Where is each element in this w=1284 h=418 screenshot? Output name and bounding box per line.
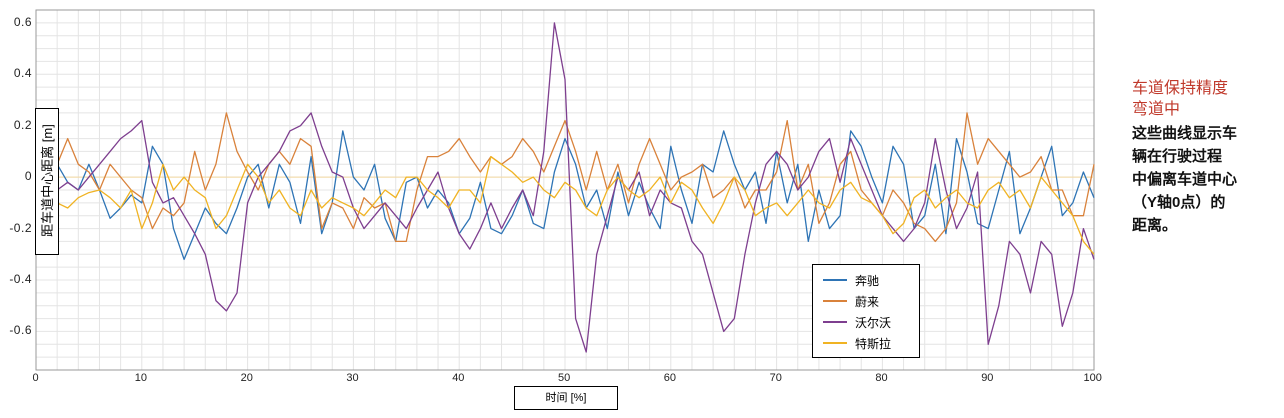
description-line: （Y轴0点）的 bbox=[1132, 194, 1226, 211]
y-tick-label: 0.4 bbox=[13, 66, 32, 81]
y-tick-label: -0.6 bbox=[9, 323, 32, 338]
x-tick-label: 60 bbox=[663, 372, 677, 384]
description-line: 辆在行驶过程 bbox=[1132, 148, 1223, 165]
x-tick-label: 100 bbox=[1083, 372, 1102, 384]
x-tick-label: 90 bbox=[981, 372, 994, 384]
legend: 奔驰 蔚来 沃尔沃 特斯拉 bbox=[812, 264, 920, 358]
series-line bbox=[35, 155, 1095, 255]
x-tick-label: 80 bbox=[875, 372, 888, 384]
legend-label: 蔚来 bbox=[855, 294, 880, 309]
series-line bbox=[35, 22, 1095, 353]
description-line: 这些曲线显示车 bbox=[1132, 125, 1238, 142]
legend-item-nio: 蔚来 bbox=[823, 294, 880, 309]
legend-item-tesla: 特斯拉 bbox=[823, 336, 892, 351]
x-tick-label: 70 bbox=[769, 372, 782, 384]
legend-item-volvo: 沃尔沃 bbox=[823, 315, 892, 330]
legend-swatch bbox=[823, 279, 847, 281]
y-tick-label: 0 bbox=[24, 169, 32, 184]
description-panel: 车道保持精度 弯道中 这些曲线显示车 辆在行驶过程 中偏离车道中心 （Y轴0点）… bbox=[1132, 78, 1277, 237]
legend-item-benz: 奔驰 bbox=[823, 273, 880, 288]
legend-swatch bbox=[823, 321, 847, 323]
line-chart bbox=[35, 9, 1095, 371]
series-line bbox=[35, 112, 1095, 243]
y-tick-label: 0.6 bbox=[13, 14, 32, 29]
y-tick-label: 0.2 bbox=[13, 117, 32, 132]
legend-label: 特斯拉 bbox=[855, 336, 892, 351]
description-body: 这些曲线显示车 辆在行驶过程 中偏离车道中心 （Y轴0点）的 距离。 bbox=[1132, 122, 1277, 237]
description-title-line: 车道保持精度 bbox=[1132, 80, 1229, 97]
legend-label: 奔驰 bbox=[855, 273, 880, 288]
x-axis-label: 时间 [%] bbox=[514, 386, 618, 410]
legend-label: 沃尔沃 bbox=[855, 315, 892, 330]
description-line: 距离。 bbox=[1132, 217, 1178, 234]
x-tick-label: 0 bbox=[32, 372, 39, 384]
description-line: 中偏离车道中心 bbox=[1132, 171, 1238, 188]
x-tick-label: 10 bbox=[134, 372, 148, 384]
x-tick-label: 50 bbox=[558, 372, 571, 384]
y-axis-label-box: 距车道中心距离 [m] bbox=[35, 108, 59, 255]
description-title: 车道保持精度 弯道中 bbox=[1132, 78, 1277, 120]
legend-swatch bbox=[823, 300, 847, 302]
legend-swatch bbox=[823, 342, 847, 344]
y-axis-label: 距车道中心距离 [m] bbox=[40, 124, 55, 237]
x-tick-label: 40 bbox=[452, 372, 465, 384]
x-tick-label: 20 bbox=[240, 372, 253, 384]
y-tick-label: -0.4 bbox=[9, 272, 32, 286]
x-tick-label: 30 bbox=[346, 372, 359, 384]
description-title-line: 弯道中 bbox=[1132, 101, 1181, 118]
y-tick-label: -0.2 bbox=[9, 220, 32, 235]
